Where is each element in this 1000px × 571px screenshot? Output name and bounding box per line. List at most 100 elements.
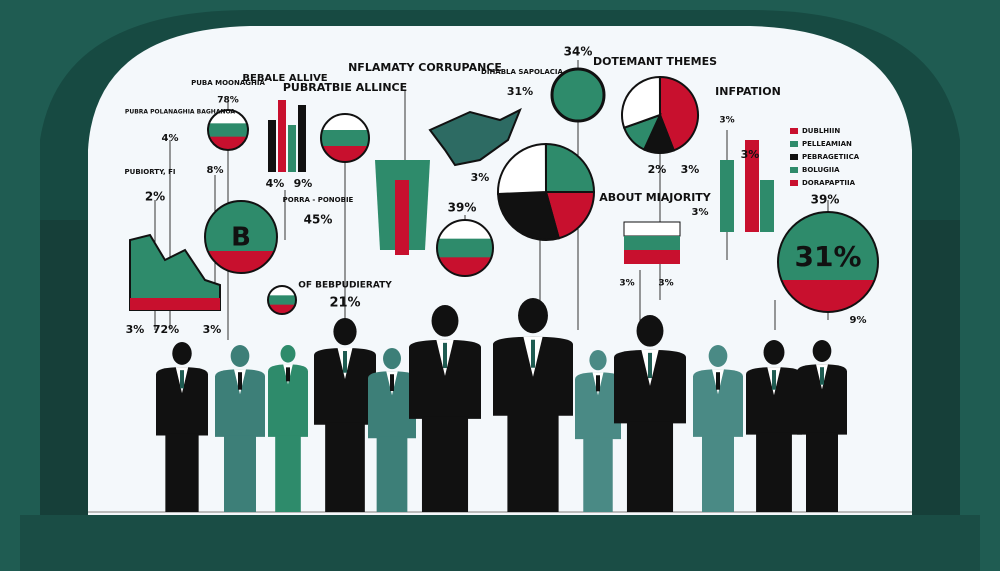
person-tie [343,351,347,373]
flag-circle [320,113,370,163]
person-head [763,340,785,365]
label: 3% [619,279,634,289]
bar [298,105,306,172]
legend-label: PEBRAGETIICA [802,153,860,161]
person-head [333,318,357,346]
person-head [383,348,401,370]
person-body [575,372,621,440]
person-body [268,364,308,437]
label: 3% [658,279,673,289]
person-head [589,350,607,371]
person-body [368,371,416,439]
label: 31% [794,240,861,273]
label: 4% [162,133,179,144]
label: 3% [692,207,709,218]
person-legs [702,435,734,512]
label: 3% [471,171,490,184]
person-legs [224,435,256,512]
person-head [518,298,548,334]
label: PUBRATBIE ALLINCE [283,81,407,94]
label: BEBALE ALLIVE [242,73,327,84]
label: DOTEMANT THEMES [593,55,717,68]
flag-circle [207,109,249,151]
floor [20,515,980,571]
label: 3% [741,148,760,161]
person-legs [376,436,408,512]
label: INFPATION [715,85,781,98]
label: PUBA MOONAGHIA [191,79,265,87]
label: NFLAMATY CORRUPANCE [348,61,502,74]
column-right [912,220,960,520]
b-circle [204,200,278,274]
handshake [428,107,522,167]
person-legs [626,421,674,512]
person-tie [820,367,824,385]
person-head [708,345,728,367]
person-tie [648,352,652,379]
person-tie [531,339,535,368]
person-body [409,339,481,419]
legend-swatch [790,154,798,160]
label: 78% [217,96,239,106]
flag-band [321,130,369,147]
label: 21% [329,296,360,311]
person-head [280,345,296,363]
person-legs [165,433,199,512]
person-body [215,369,265,437]
legend-swatch [790,180,798,186]
label: 34% [564,45,593,59]
legend-swatch [790,128,798,134]
person-tie [390,374,394,392]
legend-label: DUBLHIIN [802,127,840,135]
person-head [812,340,832,362]
pie-wedge [497,190,561,241]
person-head [172,342,192,365]
legend-swatch [790,141,798,147]
flag-band [268,286,296,297]
legend-label: BOLUGIIA [802,166,840,174]
pie-wedge [621,75,662,130]
label: 3% [126,323,145,336]
label: OF BEBPUDIERATY [298,281,392,291]
person-tie [180,370,184,389]
person-legs [507,413,559,512]
person-head [636,315,664,347]
person-tie [772,370,776,390]
label: PUBRA POLANAGHIA BAGHANOA [125,109,236,116]
labels: PUBA MOONAGHIA 78% BEBALE ALLIVEPUBRATBIE … [125,45,867,337]
label: 9% [850,315,867,326]
mountain-red [130,298,220,310]
label: 9% [294,177,313,190]
label: B [231,223,251,253]
label: 2% [145,190,165,204]
pie-wedge [545,142,596,193]
label: 2% [648,163,667,176]
person-body [314,348,376,425]
flag-rect-red [624,250,680,264]
person-body [156,367,208,436]
label: PUBIORTY, FI [125,168,176,176]
person-head [230,345,250,367]
flag-circle [436,219,494,277]
bar [745,140,759,232]
people [156,298,847,512]
label: 8% [207,165,224,176]
bar [720,160,734,232]
label: 3% [719,116,734,126]
person-legs [325,422,365,512]
person-head [431,305,459,337]
bar [278,100,286,172]
person-body [746,367,802,435]
person-tie [716,372,720,390]
person-legs [583,437,613,512]
person-tie [443,342,447,369]
bar [268,120,276,172]
graphics [129,60,879,340]
person-legs [421,416,469,512]
label: 72% [153,323,179,336]
label: 3% [681,163,700,176]
label: DIHABLA SAPOLACIA [481,68,564,76]
person-tie [238,372,242,390]
person-tie [286,367,290,382]
